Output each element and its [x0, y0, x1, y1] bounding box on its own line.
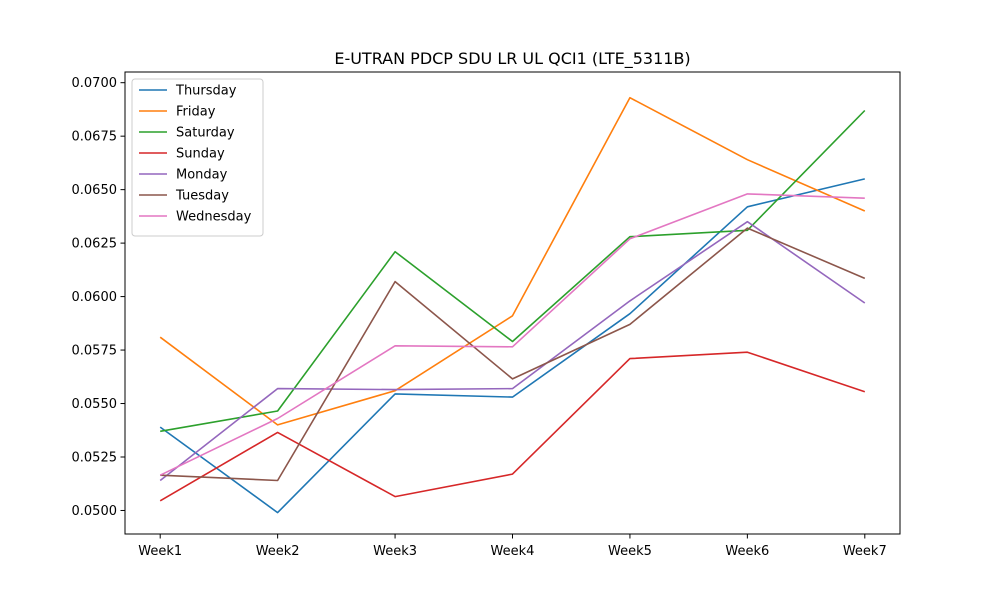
x-tick-label: Week5: [608, 544, 652, 559]
series-line-sunday: [159, 351, 866, 502]
y-tick-label: 0.0675: [72, 130, 118, 145]
y-tick-label: 0.0575: [72, 344, 118, 359]
legend-label: Saturday: [176, 126, 235, 141]
series-line-tuesday: [160, 227, 866, 482]
legend-label: Wednesday: [176, 210, 252, 225]
y-tick-label: 0.0625: [72, 237, 118, 252]
x-tick-label: Week2: [256, 544, 300, 559]
y-tick-label: 0.0600: [72, 290, 118, 305]
x-tick-label: Week4: [491, 544, 535, 559]
series-layer: [159, 96, 866, 514]
x-tick-label: Week6: [725, 544, 769, 559]
legend-box: [131, 78, 264, 237]
y-tick-label: 0.0550: [72, 397, 118, 412]
x-tick-label: Week7: [843, 544, 887, 559]
chart-title: E-UTRAN PDCP SDU LR UL QCI1 (LTE_5311B): [334, 49, 690, 69]
y-tick-label: 0.0650: [72, 183, 118, 198]
legend-label: Friday: [176, 105, 216, 120]
legend-label: Monday: [176, 168, 228, 183]
series-line-friday: [159, 96, 866, 426]
axes: Week1 Week2 Week3 Week4 Week5 Week6 Week7 0.050…: [72, 71, 901, 559]
series-line-wednesday: [159, 193, 865, 476]
x-tick-label: Week1: [138, 544, 182, 559]
y-tick-label: 0.0500: [72, 504, 118, 519]
legend: Thursday Friday Saturday Sunday Monday Tuesda…: [131, 78, 264, 237]
series-line-saturday: [160, 109, 866, 433]
x-tick-label: Week3: [373, 544, 417, 559]
y-tick-label: 0.0525: [72, 451, 118, 466]
legend-label: Sunday: [176, 147, 225, 162]
series-line-thursday: [159, 178, 865, 514]
legend-label: Thursday: [175, 84, 237, 99]
series-line-monday: [159, 220, 866, 482]
y-tick-label: 0.0700: [72, 76, 118, 91]
legend-label: Tuesday: [175, 189, 229, 204]
